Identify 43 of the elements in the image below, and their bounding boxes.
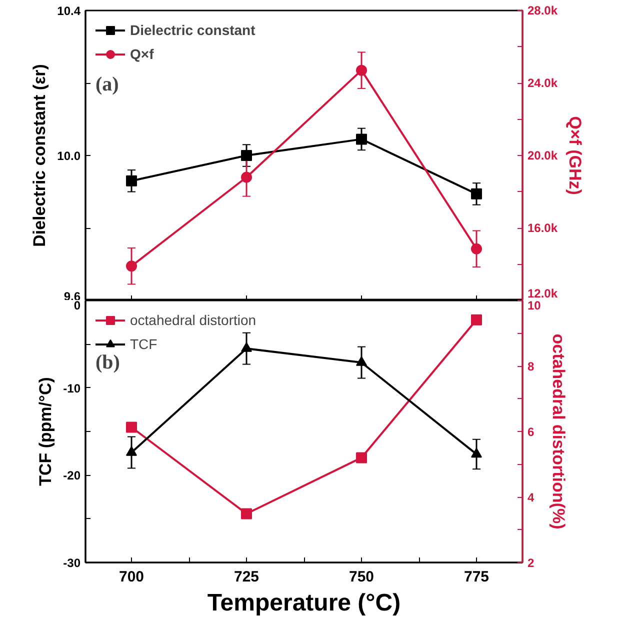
- y2-axis-title: Q×f (GHz): [566, 116, 585, 195]
- x-tick-label: 775: [464, 568, 490, 586]
- x-axis-title: Temperature (°C): [207, 590, 401, 616]
- y2-tick-label: 6: [528, 425, 534, 439]
- point: [241, 508, 252, 520]
- y2-tick-label: 4: [528, 490, 534, 504]
- point: [356, 64, 367, 76]
- y2-tick-label: 12.0k: [528, 286, 558, 300]
- y-axis-title: TCF (ppm/°C): [36, 377, 56, 486]
- annotation: (b): [96, 352, 120, 374]
- x-tick-label: 700: [118, 568, 144, 586]
- point: [356, 134, 367, 145]
- y-axis-title: Dielectric constant (εr): [30, 64, 50, 247]
- y-tick-label: -20: [63, 468, 81, 483]
- y2-tick-label: 2: [528, 556, 534, 570]
- point: [471, 188, 482, 200]
- y2-tick-label: 10: [528, 298, 542, 312]
- point: [356, 452, 367, 464]
- point: [241, 172, 252, 183]
- y-tick-label: -30: [63, 556, 81, 570]
- point: [126, 422, 137, 433]
- annotation: (a): [96, 74, 119, 96]
- y-tick-label: -10: [63, 381, 81, 396]
- y2-tick-label: 28.0k: [528, 4, 558, 18]
- point: [126, 175, 137, 186]
- x-tick-label: 750: [348, 568, 374, 586]
- legend-label: TCF: [130, 336, 158, 352]
- point: [471, 314, 482, 326]
- y2-axis-title: octahedral distortion(%): [548, 334, 568, 530]
- legend-label: Q×f: [130, 46, 154, 62]
- point: [471, 243, 482, 254]
- point: [241, 150, 252, 161]
- legend-label: octahedral distortion: [130, 312, 256, 328]
- x-tick-label: 725: [234, 568, 260, 586]
- point: [126, 260, 137, 272]
- y-tick-label: 10.4: [57, 4, 81, 18]
- y-tick-label: 10.0: [57, 149, 81, 163]
- legend-label: Dielectric constant: [130, 22, 256, 38]
- y-tick-label: 0: [74, 298, 81, 312]
- y2-tick-label: 16.0k: [528, 221, 558, 235]
- y2-tick-label: 20.0k: [528, 148, 558, 162]
- y2-tick-label: 24.0k: [528, 76, 558, 90]
- y2-tick-label: 8: [528, 360, 534, 374]
